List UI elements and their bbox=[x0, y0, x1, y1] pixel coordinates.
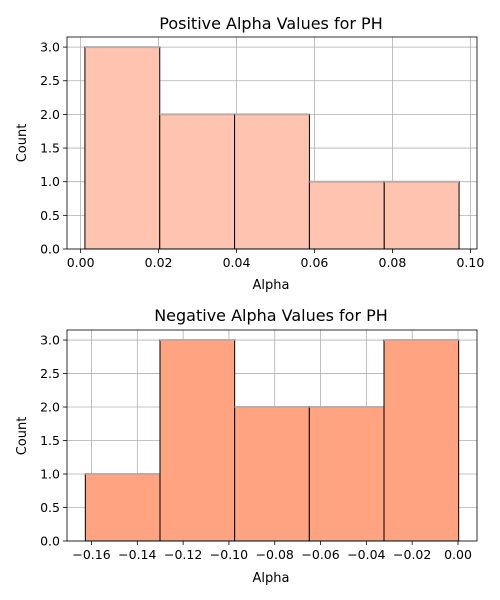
y-tick-label: 1.0 bbox=[40, 174, 60, 189]
y-tick-label: 3.0 bbox=[40, 333, 60, 348]
histogram-bar bbox=[383, 181, 460, 250]
x-tick-label: −0.16 bbox=[72, 547, 110, 562]
x-tick-label: −0.06 bbox=[301, 547, 339, 562]
x-axis-label: Alpha bbox=[253, 278, 290, 293]
x-tick-label: −0.14 bbox=[118, 547, 156, 562]
y-tick-label: 2.5 bbox=[40, 366, 60, 381]
chart-title: Negative Alpha Values for PH bbox=[154, 306, 388, 325]
x-tick-label: 0.04 bbox=[223, 255, 251, 270]
histogram-bar bbox=[234, 406, 310, 542]
y-tick-label: 1.5 bbox=[40, 433, 60, 448]
y-tick-label: 1.0 bbox=[40, 467, 60, 482]
x-tick-label: 0.06 bbox=[301, 255, 329, 270]
axes-frame bbox=[66, 329, 478, 542]
x-tick-label: 0.00 bbox=[444, 547, 472, 562]
y-tick-label: 2.0 bbox=[40, 400, 60, 415]
negative-alpha-histogram: Negative Alpha Values for PH Alpha Count… bbox=[15, 306, 478, 586]
x-tick-label: −0.02 bbox=[393, 547, 431, 562]
x-tick-label: 0.02 bbox=[145, 255, 173, 270]
x-tick-label: 0.08 bbox=[379, 255, 407, 270]
positive-alpha-histogram: Positive Alpha Values for PH Alpha Count… bbox=[15, 14, 484, 293]
axes-frame bbox=[66, 36, 478, 250]
x-tick-label: −0.04 bbox=[347, 547, 385, 562]
histogram-bar bbox=[84, 473, 161, 542]
histogram-bar bbox=[383, 339, 460, 542]
x-tick-label: 0.10 bbox=[456, 255, 484, 270]
y-axis-label: Count bbox=[15, 417, 30, 456]
y-tick-label: 0.5 bbox=[40, 208, 60, 223]
y-tick-label: 3.0 bbox=[40, 40, 60, 55]
histogram-bar bbox=[308, 406, 385, 542]
chart-title: Positive Alpha Values for PH bbox=[159, 14, 382, 33]
histogram-bar bbox=[234, 113, 310, 250]
y-tick-label: 1.5 bbox=[40, 141, 60, 156]
y-axis-label: Count bbox=[15, 124, 30, 163]
y-tick-label: 0.0 bbox=[40, 534, 60, 549]
x-tick-label: −0.10 bbox=[210, 547, 248, 562]
histogram-bar bbox=[84, 46, 161, 250]
y-tick-label: 0.5 bbox=[40, 500, 60, 515]
x-tick-label: 0.00 bbox=[67, 255, 95, 270]
y-tick-label: 2.0 bbox=[40, 107, 60, 122]
x-axis-label: Alpha bbox=[253, 571, 290, 586]
x-tick-label: −0.08 bbox=[256, 547, 294, 562]
histogram-bar bbox=[159, 113, 236, 250]
y-tick-label: 0.0 bbox=[40, 242, 60, 257]
x-tick-label: −0.12 bbox=[164, 547, 202, 562]
y-tick-label: 2.5 bbox=[40, 73, 60, 88]
histogram-bar bbox=[159, 339, 236, 542]
histogram-bar bbox=[308, 181, 385, 250]
